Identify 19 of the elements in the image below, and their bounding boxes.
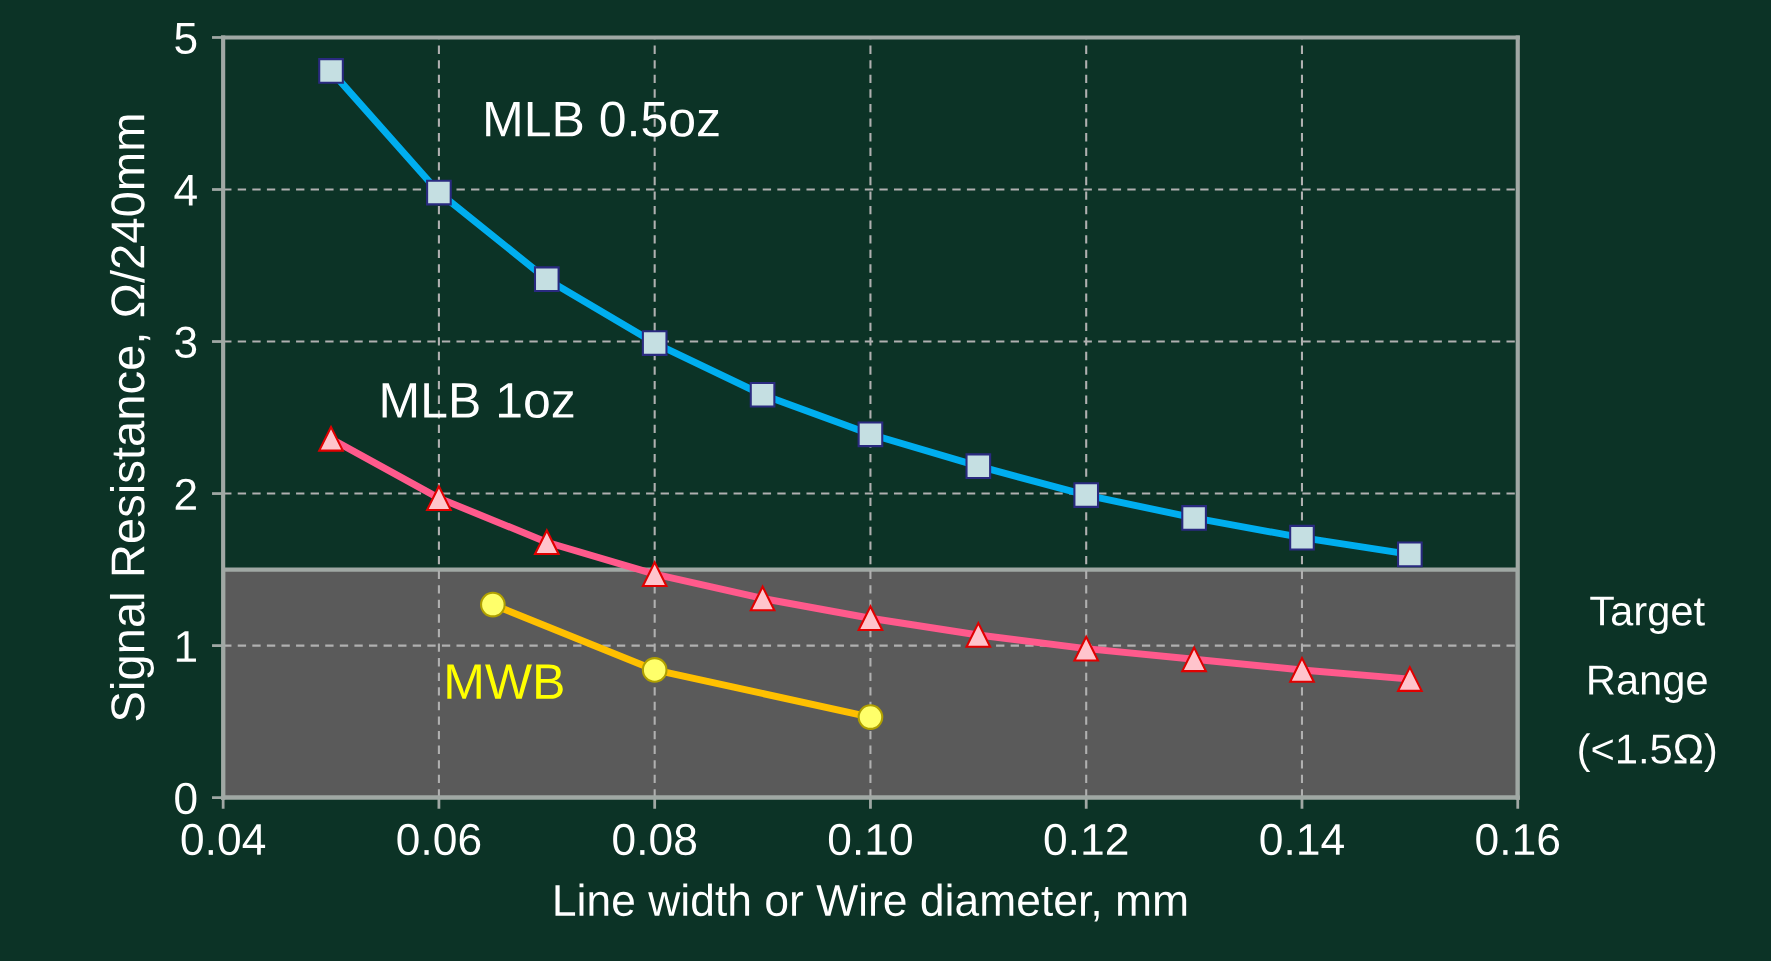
series-label: MLB 0.5oz	[486, 101, 719, 137]
x-tick-label: 0.04	[181, 823, 266, 856]
band-label: Target Range (<1.5Ω)	[1579, 596, 1716, 773]
y-tick-label: 5	[175, 23, 197, 55]
y-tick-label: 0	[175, 782, 197, 815]
y-axis-title: Signal Resistance, Ω/240mm	[109, 115, 154, 721]
series-label: MWB	[447, 664, 563, 699]
y-tick-label: 2	[175, 478, 196, 510]
series-label: MLB 1oz	[382, 383, 574, 419]
x-tick-label: 0.08	[613, 823, 696, 856]
x-tick-label: 0.16	[1476, 823, 1560, 856]
x-tick-label: 0.14	[1260, 823, 1344, 856]
x-tick-label: 0.10	[828, 823, 912, 856]
x-tick-label: 0.12	[1044, 823, 1128, 856]
x-axis-title: Line width or Wire diameter, mm	[555, 883, 1187, 922]
y-tick-label: 1	[176, 631, 196, 662]
x-tick-label: 0.06	[397, 823, 481, 856]
y-tick-label: 4	[174, 175, 197, 206]
y-tick-label: 3	[175, 326, 197, 359]
